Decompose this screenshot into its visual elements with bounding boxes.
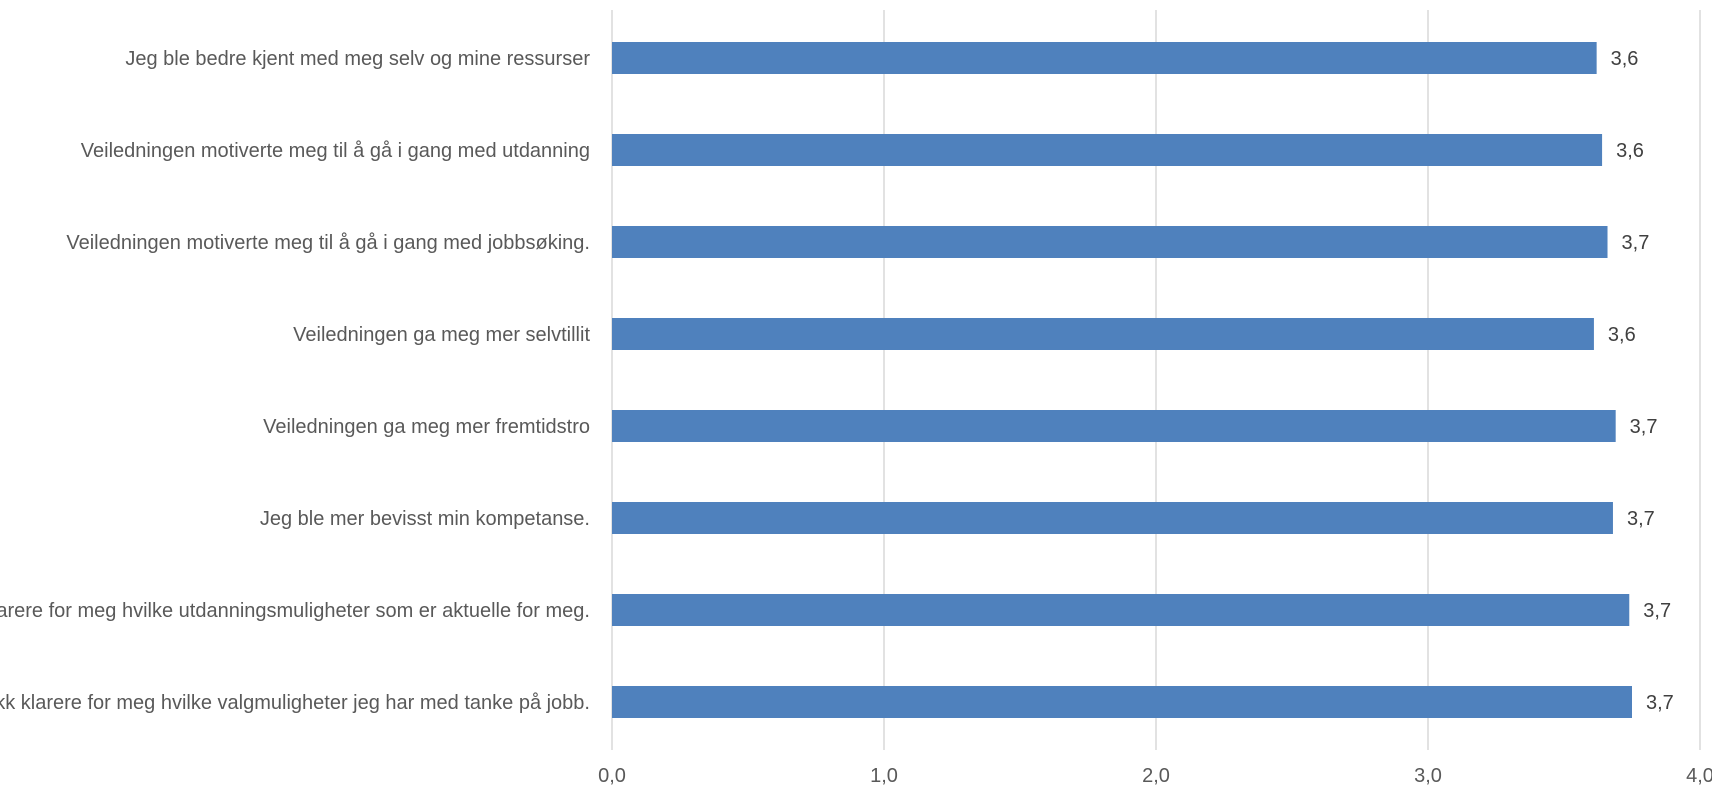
data-label: 3,6 xyxy=(1616,140,1644,162)
category-label: Jeg fikk klarere for meg hvilke utdannin… xyxy=(0,600,590,622)
data-label: 3,6 xyxy=(1608,324,1636,346)
gridlines xyxy=(611,10,1701,750)
data-label: 3,7 xyxy=(1643,600,1671,622)
x-tick-label: 0,0 xyxy=(598,765,626,787)
category-label: Jeg fikk klarere for meg hvilke valgmuli… xyxy=(0,692,590,714)
category-label: Jeg ble bedre kjent med meg selv og mine… xyxy=(125,48,590,70)
bar xyxy=(612,134,1603,166)
data-labels: 3,6 3,6 3,7 3,6 3,7 3,7 3,7 3,7 xyxy=(1608,48,1674,714)
data-label: 3,7 xyxy=(1630,416,1658,438)
x-tick-label: 2,0 xyxy=(1142,765,1170,787)
x-tick-label: 4,0 xyxy=(1686,765,1712,787)
data-label: 3,7 xyxy=(1627,508,1655,530)
bar xyxy=(612,226,1608,258)
category-label: Veiledningen ga meg mer selvtillit xyxy=(293,324,590,346)
bar xyxy=(612,686,1632,718)
bar xyxy=(612,318,1594,350)
bar xyxy=(612,410,1616,442)
bar xyxy=(612,502,1613,534)
bar xyxy=(612,42,1597,74)
category-label: Veiledningen ga meg mer fremtidstro xyxy=(263,416,590,438)
x-tick-label: 1,0 xyxy=(870,765,898,787)
bars xyxy=(612,42,1632,718)
data-label: 3,7 xyxy=(1646,692,1674,714)
category-label: Veiledningen motiverte meg til å gå i ga… xyxy=(66,232,590,254)
x-tick-label: 3,0 xyxy=(1414,765,1442,787)
bar xyxy=(612,594,1630,626)
category-label: Jeg ble mer bevisst min kompetanse. xyxy=(260,508,590,530)
category-labels: Jeg ble bedre kjent med meg selv og mine… xyxy=(0,48,590,714)
x-axis-tick-labels: 0,0 1,0 2,0 3,0 4,0 xyxy=(598,765,1712,787)
data-label: 3,6 xyxy=(1611,48,1639,70)
category-label: Veiledningen motiverte meg til å gå i ga… xyxy=(81,140,590,162)
data-label: 3,7 xyxy=(1622,232,1650,254)
